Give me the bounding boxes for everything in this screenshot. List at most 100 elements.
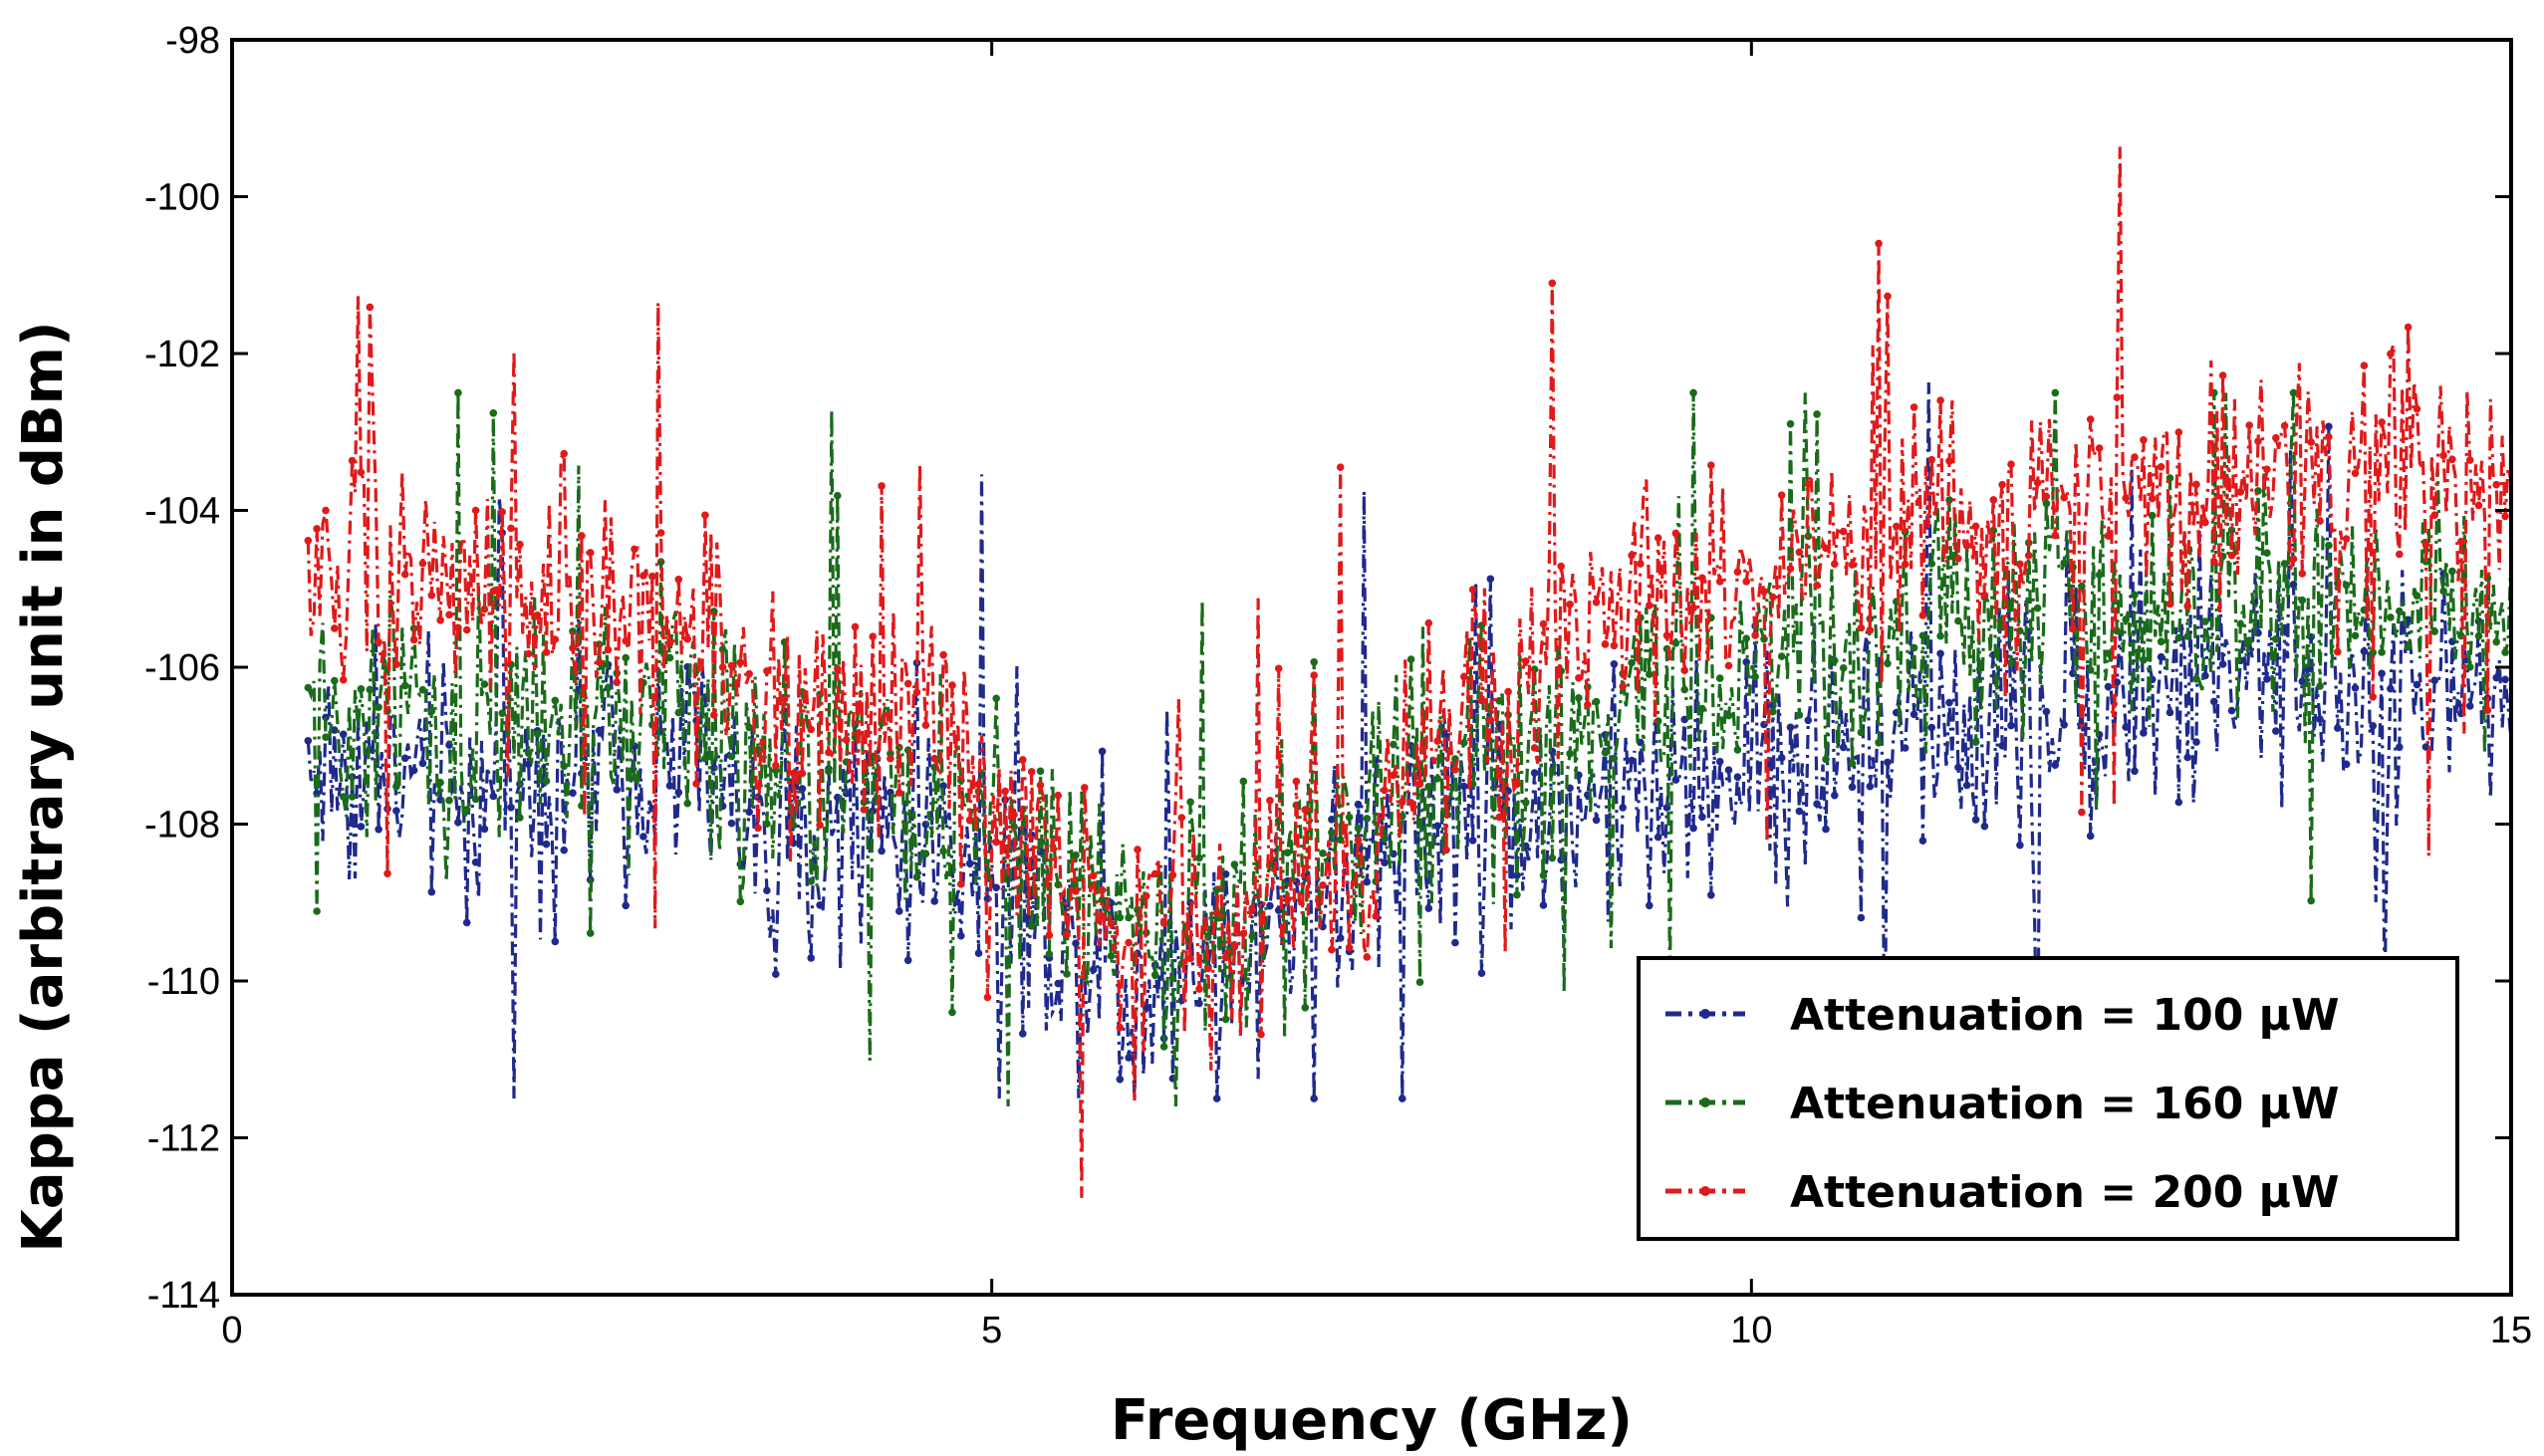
series-marker (586, 549, 595, 557)
series-marker (1646, 602, 1654, 609)
series-marker (2033, 478, 2042, 487)
series-marker (445, 610, 453, 619)
series-marker (1274, 664, 1283, 673)
series-marker (1901, 744, 1909, 752)
series-marker (2086, 832, 2095, 841)
series-marker (2183, 632, 2191, 640)
series-marker (1477, 621, 1486, 629)
series-marker (1283, 849, 1292, 856)
series-marker (2307, 438, 2315, 446)
series-marker (1857, 913, 1866, 922)
series-marker (631, 545, 638, 554)
series-marker (2474, 631, 2483, 640)
series-marker (2174, 633, 2183, 642)
series-marker (1539, 619, 1548, 628)
y-tick-label: -102 (144, 334, 220, 375)
series-marker (1848, 783, 1857, 792)
series-marker (1204, 964, 1212, 973)
series-layer (304, 146, 2511, 1198)
legend-label-1: Attenuation = 100 µW (1790, 990, 2340, 1041)
series-marker (2263, 465, 2271, 474)
series-marker (1522, 799, 1530, 807)
series-marker (375, 703, 382, 711)
series-marker (2289, 581, 2298, 589)
series-marker (1813, 410, 1821, 418)
series-marker (1433, 822, 1441, 831)
series-marker (1372, 912, 1380, 920)
series-marker (1168, 974, 1177, 983)
y-axis-title: Kappa (arbitrary unit in dBm) (11, 321, 76, 1252)
series-marker (1884, 659, 1892, 668)
series-marker (1177, 814, 1186, 822)
series-marker (1239, 929, 1248, 938)
series-marker (2430, 511, 2438, 520)
series-marker (2413, 680, 2421, 689)
series-marker (1733, 773, 1742, 781)
series-marker (780, 695, 789, 703)
series-marker (1363, 815, 1372, 823)
series-marker (2183, 603, 2191, 610)
series-marker (674, 708, 683, 717)
series-marker (2342, 535, 2351, 543)
y-tick-label: -106 (144, 647, 220, 689)
series-marker (921, 849, 930, 857)
series-marker (1390, 740, 1398, 749)
series-marker (1451, 766, 1459, 774)
series-marker (1927, 455, 1936, 464)
series-marker (683, 799, 691, 808)
series-marker (2051, 531, 2060, 540)
series-marker (1962, 781, 1971, 790)
series-marker (1319, 881, 1327, 889)
series-marker (2404, 323, 2413, 332)
series-marker (1671, 639, 1680, 647)
series-marker (965, 816, 974, 825)
series-marker (1266, 797, 1274, 805)
series-marker (569, 789, 577, 797)
series-marker (1610, 660, 1619, 668)
series-marker (2316, 517, 2324, 525)
series-marker (2140, 729, 2148, 737)
series-marker (2501, 512, 2509, 521)
series-marker (1733, 568, 1742, 577)
series-marker (736, 658, 745, 667)
series-marker (1777, 754, 1786, 762)
series-marker (983, 894, 992, 903)
series-marker (471, 858, 480, 866)
series-marker (1971, 738, 1980, 746)
series-marker (1945, 698, 1953, 707)
series-marker (1751, 631, 1759, 639)
series-marker (524, 649, 533, 658)
series-marker (2095, 571, 2104, 579)
series-marker (1777, 652, 1786, 660)
series-marker (516, 540, 524, 549)
series-marker (2007, 659, 2015, 667)
series-marker (842, 736, 851, 744)
series-marker (2421, 743, 2430, 751)
series-marker (1292, 777, 1301, 786)
series-marker (322, 506, 330, 515)
series-marker (2060, 559, 2068, 568)
series-marker (2457, 537, 2465, 546)
legend-box (1637, 956, 2459, 1241)
series-marker (313, 525, 321, 533)
series-marker (930, 897, 938, 905)
series-marker (366, 303, 375, 312)
series-marker (1451, 938, 1459, 947)
series-marker (903, 679, 912, 688)
series-marker (1345, 943, 1354, 952)
series-marker (1212, 1094, 1221, 1102)
series-marker (1654, 717, 1662, 725)
series-marker (622, 636, 630, 645)
series-marker (2334, 724, 2342, 732)
series-marker (1098, 747, 1107, 756)
series-marker (1328, 829, 1336, 837)
series-marker (992, 838, 1000, 847)
series-marker (2227, 706, 2236, 715)
series-marker (1954, 616, 1962, 625)
series-marker (1460, 738, 1468, 747)
series-marker (551, 937, 560, 946)
y-tick-label: -104 (144, 491, 220, 533)
series-marker (2016, 841, 2024, 849)
series-marker (2501, 675, 2509, 684)
series-marker (1813, 800, 1821, 808)
